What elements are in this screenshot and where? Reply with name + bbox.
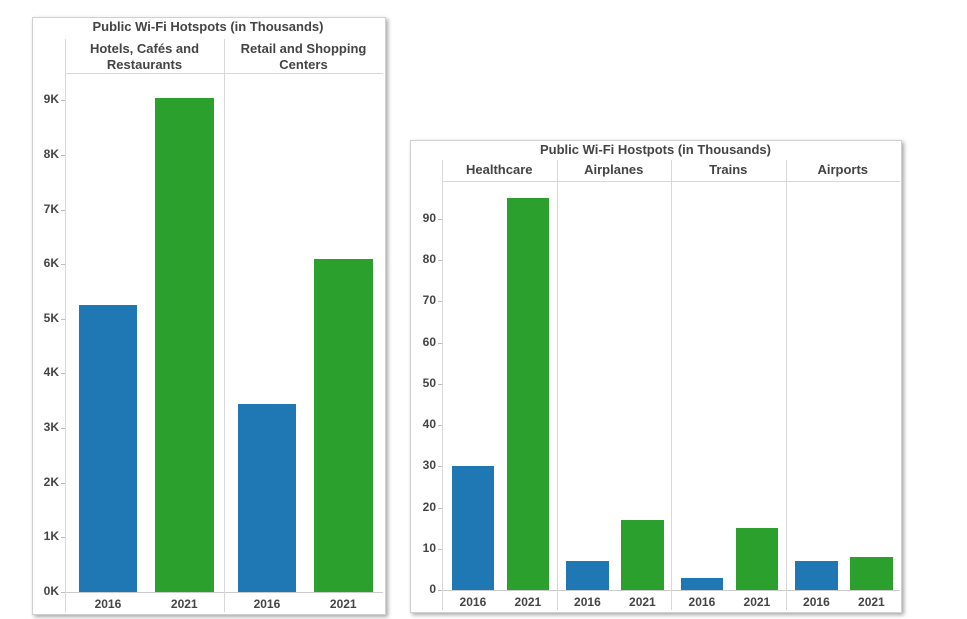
y-tick-mark: [438, 301, 442, 303]
x-tick-label: 2021: [329, 597, 357, 611]
x-tick-label: 2016: [459, 595, 487, 609]
y-tick-label: 10: [422, 540, 436, 555]
y-tick-mark: [61, 373, 65, 375]
y-tick-label: 5K: [43, 310, 59, 325]
bar-2021: [154, 97, 214, 592]
y-tick-label: 4K: [43, 365, 59, 380]
y-tick-mark: [61, 100, 65, 102]
y-tick-label: 3K: [43, 420, 59, 435]
y-tick-label: 8K: [43, 146, 59, 161]
category-header: Retail and Shopping Centers: [240, 41, 367, 72]
y-tick-label: 90: [422, 210, 436, 225]
y-tick-label: 0K: [43, 584, 59, 598]
x-tick-label: 2016: [253, 597, 281, 611]
hotspots-chart-transport-healthcare: Public Wi-Fi Hostpots (in Thousands) 0 10 2…: [410, 140, 902, 613]
x-tick-label: 2016: [688, 595, 716, 609]
y-tick-mark: [438, 466, 442, 468]
y-tick-mark: [438, 260, 442, 262]
y-tick-label: 80: [422, 252, 436, 267]
category-header: Hotels, Cafés and Restaurants: [89, 41, 200, 72]
y-tick-mark: [438, 342, 442, 344]
y-tick-mark: [438, 548, 442, 550]
x-tick-label: 2021: [629, 595, 656, 609]
x-tick-label: 2021: [514, 595, 542, 609]
bar-2016: [680, 577, 724, 590]
bar-2016: [237, 403, 297, 592]
pane-divider: [671, 160, 672, 610]
bar-2021: [850, 557, 893, 590]
y-tick-mark: [61, 264, 65, 266]
bar-2021: [735, 528, 779, 590]
y-tick-label: 7K: [43, 201, 59, 216]
y-tick-label: 20: [422, 499, 436, 514]
y-tick-mark: [61, 428, 65, 430]
pane-divider: [556, 160, 558, 610]
y-tick-mark: [438, 425, 442, 427]
x-tick-label: 2021: [170, 597, 198, 611]
hotspots-chart-large-venues: Public Wi-Fi Hotspots (in Thousands) 0K 1K…: [32, 17, 386, 615]
x-tick-label: 2016: [803, 595, 830, 609]
x-tick-label: 2016: [94, 597, 122, 611]
y-tick-mark: [61, 318, 65, 320]
category-header: Trains: [709, 162, 748, 177]
bar-2016: [795, 561, 838, 590]
chart-title: Public Wi-Fi Hotspots (in Thousands): [92, 19, 324, 34]
chart-title: Public Wi-Fi Hostpots (in Thousands): [540, 142, 771, 157]
bar-2016: [78, 305, 138, 592]
category-header: Airports: [817, 162, 869, 177]
y-tick-mark: [61, 154, 65, 156]
y-tick-label: 50: [422, 375, 436, 390]
y-tick-mark: [438, 383, 442, 385]
y-tick-label: 9K: [43, 92, 59, 107]
bar-2021: [506, 198, 550, 590]
pane-divider: [224, 39, 225, 612]
bar-2016: [451, 466, 495, 590]
y-axis-line: [442, 160, 443, 610]
y-tick-mark: [61, 537, 65, 539]
y-tick-label: 2K: [43, 474, 59, 489]
x-tick-label: 2021: [858, 595, 885, 609]
category-header: Airplanes: [584, 162, 644, 177]
y-tick-label: 6K: [43, 256, 59, 271]
y-tick-label: 40: [422, 417, 436, 432]
y-tick-mark: [61, 482, 65, 484]
y-tick-mark: [438, 590, 442, 591]
bar-2021: [313, 258, 373, 592]
y-tick-label: 70: [422, 293, 436, 308]
y-tick-label: 0: [429, 582, 436, 596]
y-tick-label: 30: [422, 458, 436, 473]
y-tick-label: 1K: [43, 529, 59, 544]
y-tick-mark: [438, 218, 442, 220]
bar-2021: [621, 519, 664, 590]
y-tick-label: 60: [422, 334, 436, 349]
y-tick-mark: [61, 209, 65, 211]
y-axis-line: [65, 39, 66, 612]
category-header: Healthcare: [466, 162, 533, 177]
x-tick-label: 2016: [574, 595, 601, 609]
bar-2016: [566, 561, 609, 590]
x-tick-label: 2021: [743, 595, 771, 609]
y-tick-mark: [61, 592, 65, 593]
pane-divider: [785, 160, 787, 610]
y-tick-mark: [438, 507, 442, 509]
